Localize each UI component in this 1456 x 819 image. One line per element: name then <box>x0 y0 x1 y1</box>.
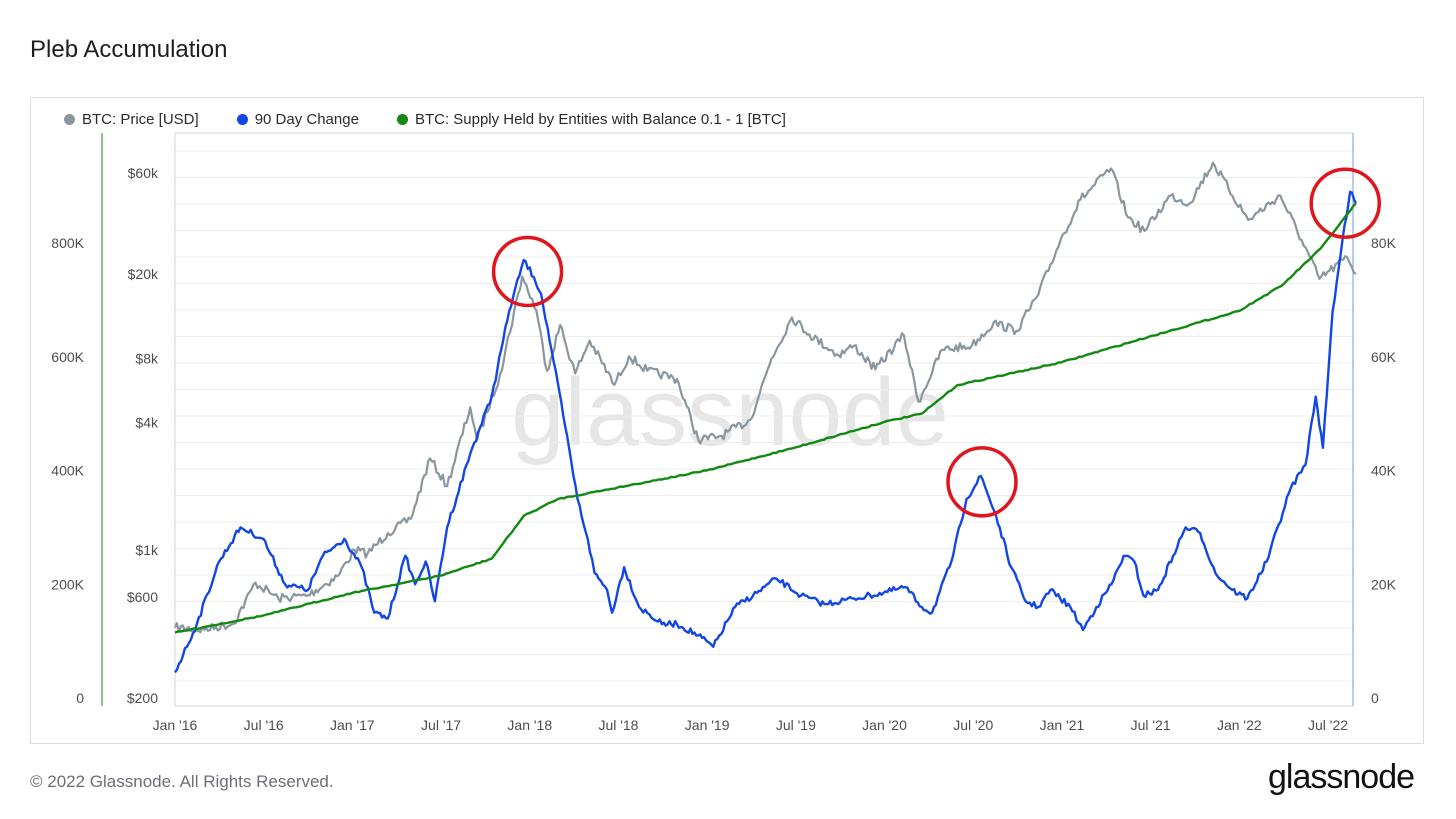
price-axis-tick: $8k <box>135 350 159 366</box>
supply-series-line <box>174 202 1357 634</box>
change-axis-tick: 0 <box>76 690 84 706</box>
x-axis-tick: Jul '19 <box>776 717 816 733</box>
supply-axis-tick: 40K <box>1371 463 1397 479</box>
supply-axis-tick: 0 <box>1371 690 1379 706</box>
legend-label-change: 90 Day Change <box>254 111 359 128</box>
legend-swatch-price <box>64 114 75 125</box>
change-axis-tick: 400K <box>51 463 84 479</box>
legend-item-90-day-change[interactable]: 90 Day Change <box>236 111 359 128</box>
legend-swatch-supply <box>396 114 408 125</box>
legend-swatch-change <box>236 114 248 125</box>
x-axis-tick: Jan '22 <box>1217 717 1262 733</box>
price-axis-tick: $600 <box>127 589 158 605</box>
x-axis-tick: Jan '20 <box>862 717 907 733</box>
change-axis-tick: 800K <box>51 235 84 251</box>
chart-legend: BTC: Price [USD] 90 Day Change BTC: Supp… <box>64 111 786 128</box>
x-axis-tick: Jul '17 <box>421 717 461 733</box>
legend-label-price: BTC: Price [USD] <box>82 111 199 128</box>
legend-label-supply: BTC: Supply Held by Entities with Balanc… <box>414 111 786 128</box>
watermark-text: glassnode <box>511 359 949 466</box>
x-axis-tick: Jul '18 <box>598 717 638 733</box>
glassnode-logo: glassnode <box>1268 758 1415 796</box>
legend-item-supply[interactable]: BTC: Supply Held by Entities with Balanc… <box>396 111 786 128</box>
supply-axis-tick: 20K <box>1371 576 1397 592</box>
change-axis-tick: 200K <box>51 576 84 592</box>
change-axis-tick: 600K <box>51 349 84 365</box>
x-axis-tick: Jul '22 <box>1308 717 1348 733</box>
price-axis-tick: $60k <box>128 165 159 181</box>
highlight-circle <box>1309 167 1381 239</box>
legend-item-price[interactable]: BTC: Price [USD] <box>64 111 199 128</box>
x-axis-tick: Jan '21 <box>1040 717 1085 733</box>
supply-axis-tick: 60K <box>1371 349 1397 365</box>
price-series-line <box>173 161 1357 634</box>
x-axis-tick: Jul '16 <box>244 717 284 733</box>
x-axis-tick: Jan '18 <box>507 717 552 733</box>
footer-copyright: © 2022 Glassnode. All Rights Reserved. <box>30 772 334 791</box>
x-axis-tick: Jan '17 <box>330 717 375 733</box>
highlight-circle <box>946 446 1018 518</box>
price-axis-tick: $200 <box>127 690 158 706</box>
price-axis-tick: $4k <box>135 414 159 430</box>
chart-frame <box>30 97 1424 744</box>
highlight-circle <box>491 235 564 308</box>
price-axis-tick: $20k <box>128 266 159 282</box>
change-series-line <box>174 190 1357 674</box>
page-title: Pleb Accumulation <box>30 36 228 63</box>
x-axis-tick: Jan '19 <box>685 717 730 733</box>
price-axis-tick: $1k <box>135 542 159 558</box>
x-axis-tick: Jan '16 <box>153 717 198 733</box>
supply-axis-tick: 80K <box>1371 235 1397 251</box>
x-axis-tick: Jul '21 <box>1131 717 1171 733</box>
x-axis-tick: Jul '20 <box>953 717 993 733</box>
